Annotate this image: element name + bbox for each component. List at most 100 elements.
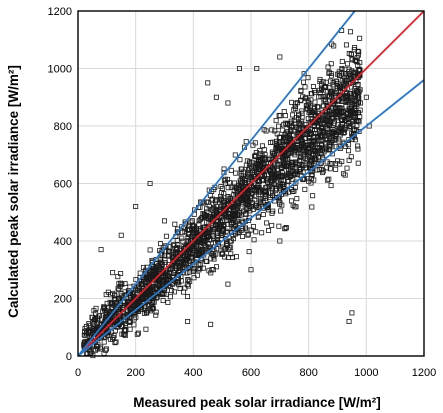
data-point [298, 166, 304, 172]
data-point [248, 175, 254, 181]
data-point [92, 347, 98, 353]
data-point [302, 165, 308, 171]
data-point [329, 89, 335, 95]
data-point [269, 127, 275, 133]
data-point [273, 141, 279, 147]
data-point [286, 150, 292, 156]
data-point [227, 239, 233, 245]
data-point [284, 182, 290, 188]
data-point [167, 294, 173, 300]
data-point [356, 129, 362, 135]
data-point [350, 109, 356, 115]
data-point [233, 254, 239, 260]
data-point [225, 281, 231, 287]
data-point [141, 310, 147, 316]
reference-lines [77, 10, 425, 357]
data-point [205, 80, 211, 86]
data-point [217, 230, 223, 236]
data-point [320, 130, 326, 136]
data-point [239, 226, 245, 232]
data-point [246, 165, 252, 171]
y-tick-label: 0 [66, 351, 72, 363]
data-point [250, 224, 256, 230]
data-point [210, 222, 216, 228]
data-point [287, 167, 293, 173]
data-point [265, 164, 271, 170]
data-point [355, 146, 361, 152]
data-point [352, 86, 358, 92]
data-point [182, 285, 188, 291]
data-point [147, 180, 153, 186]
data-point [200, 241, 206, 247]
data-point [242, 196, 248, 202]
y-axis-ticks: 0 200 400 600 800 1000 1200 [48, 6, 72, 363]
data-point [317, 90, 323, 96]
data-point [210, 207, 216, 213]
data-point [328, 71, 334, 77]
data-point [159, 279, 165, 285]
data-point [225, 100, 231, 106]
data-point [348, 154, 354, 160]
data-point [330, 128, 336, 134]
data-point [320, 125, 326, 131]
data-point [93, 311, 99, 317]
data-point [274, 131, 280, 137]
data-point [289, 99, 295, 105]
data-point [289, 112, 295, 118]
data-point [347, 112, 353, 118]
data-point [326, 112, 332, 118]
data-point [312, 108, 318, 114]
y-tick-label: 1000 [48, 64, 72, 76]
blue-bound-line [77, 79, 425, 357]
data-point [84, 350, 90, 356]
data-point [244, 205, 250, 211]
data-point [257, 199, 263, 205]
data-point [277, 134, 283, 140]
data-points [81, 27, 372, 359]
data-point [237, 157, 243, 163]
data-point [290, 202, 296, 208]
data-point [234, 218, 240, 224]
data-point [329, 92, 335, 98]
data-point [235, 230, 241, 236]
data-point [343, 143, 349, 149]
data-point [346, 148, 352, 154]
y-tick-label: 600 [54, 179, 72, 191]
data-point [302, 95, 308, 101]
data-point [199, 199, 205, 205]
data-point [253, 193, 259, 199]
data-point [257, 148, 263, 154]
data-point [268, 171, 274, 177]
x-axis-ticks: 0 200 400 600 800 1000 1200 [75, 367, 436, 379]
data-point [301, 142, 307, 148]
data-point [225, 254, 231, 260]
data-point [148, 291, 154, 297]
x-tick-label: 400 [184, 367, 202, 379]
data-point [310, 193, 316, 199]
data-point [255, 214, 261, 220]
data-point [81, 341, 87, 347]
data-point [161, 252, 167, 258]
data-point [277, 54, 283, 60]
data-point [210, 228, 216, 234]
data-point [94, 315, 100, 321]
data-point [301, 71, 307, 77]
data-point [352, 45, 358, 51]
data-point [179, 235, 185, 241]
data-point [223, 211, 229, 217]
data-point [273, 188, 279, 194]
data-point [133, 287, 139, 293]
data-point [331, 120, 337, 126]
data-point [294, 196, 300, 202]
data-point [194, 238, 200, 244]
data-point [311, 123, 317, 129]
data-point [143, 326, 149, 332]
data-point [179, 224, 185, 230]
data-point [221, 191, 227, 197]
data-point [335, 122, 341, 128]
data-point [243, 139, 249, 145]
data-point [330, 82, 336, 88]
data-point [327, 85, 333, 91]
data-point [172, 250, 178, 256]
data-point [326, 147, 332, 153]
